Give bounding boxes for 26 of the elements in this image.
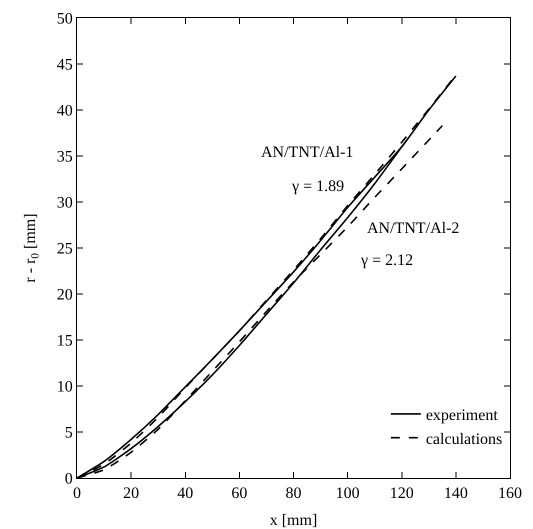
y-tick-label: 45 (56, 56, 73, 74)
y-tick-label: 0 (64, 470, 73, 488)
y-tick-label: 20 (56, 286, 73, 304)
x-tick-label: 120 (390, 485, 414, 502)
annotation: γ = 1.89 (291, 178, 344, 195)
x-tick-label: 100 (336, 485, 360, 502)
y-tick-label: 30 (56, 194, 73, 212)
y-tick-label: 5 (64, 424, 73, 442)
x-tick-label: 140 (444, 485, 468, 502)
annotation: AN/TNT/Al-2 (367, 220, 460, 237)
y-tick-label: 40 (56, 102, 73, 120)
x-tick-label: 40 (177, 485, 194, 502)
y-tick-label: 10 (56, 378, 73, 396)
legend-label: experiment (426, 407, 498, 424)
x-tick-label: 160 (498, 485, 522, 502)
y-tick-label: 15 (56, 332, 73, 350)
x-tick-label: 80 (286, 485, 302, 502)
x-tick-label: 20 (123, 485, 140, 502)
y-tick-label: 25 (56, 240, 73, 258)
x-tick-label: 60 (231, 485, 248, 502)
legend-label: calculations (426, 430, 502, 448)
x-axis-title: x [mm] (270, 512, 318, 529)
annotation: AN/TNT/Al-1 (261, 144, 354, 161)
y-tick-label: 50 (56, 10, 73, 28)
annotation: γ = 2.12 (360, 252, 414, 269)
y-tick-label: 35 (56, 148, 73, 166)
